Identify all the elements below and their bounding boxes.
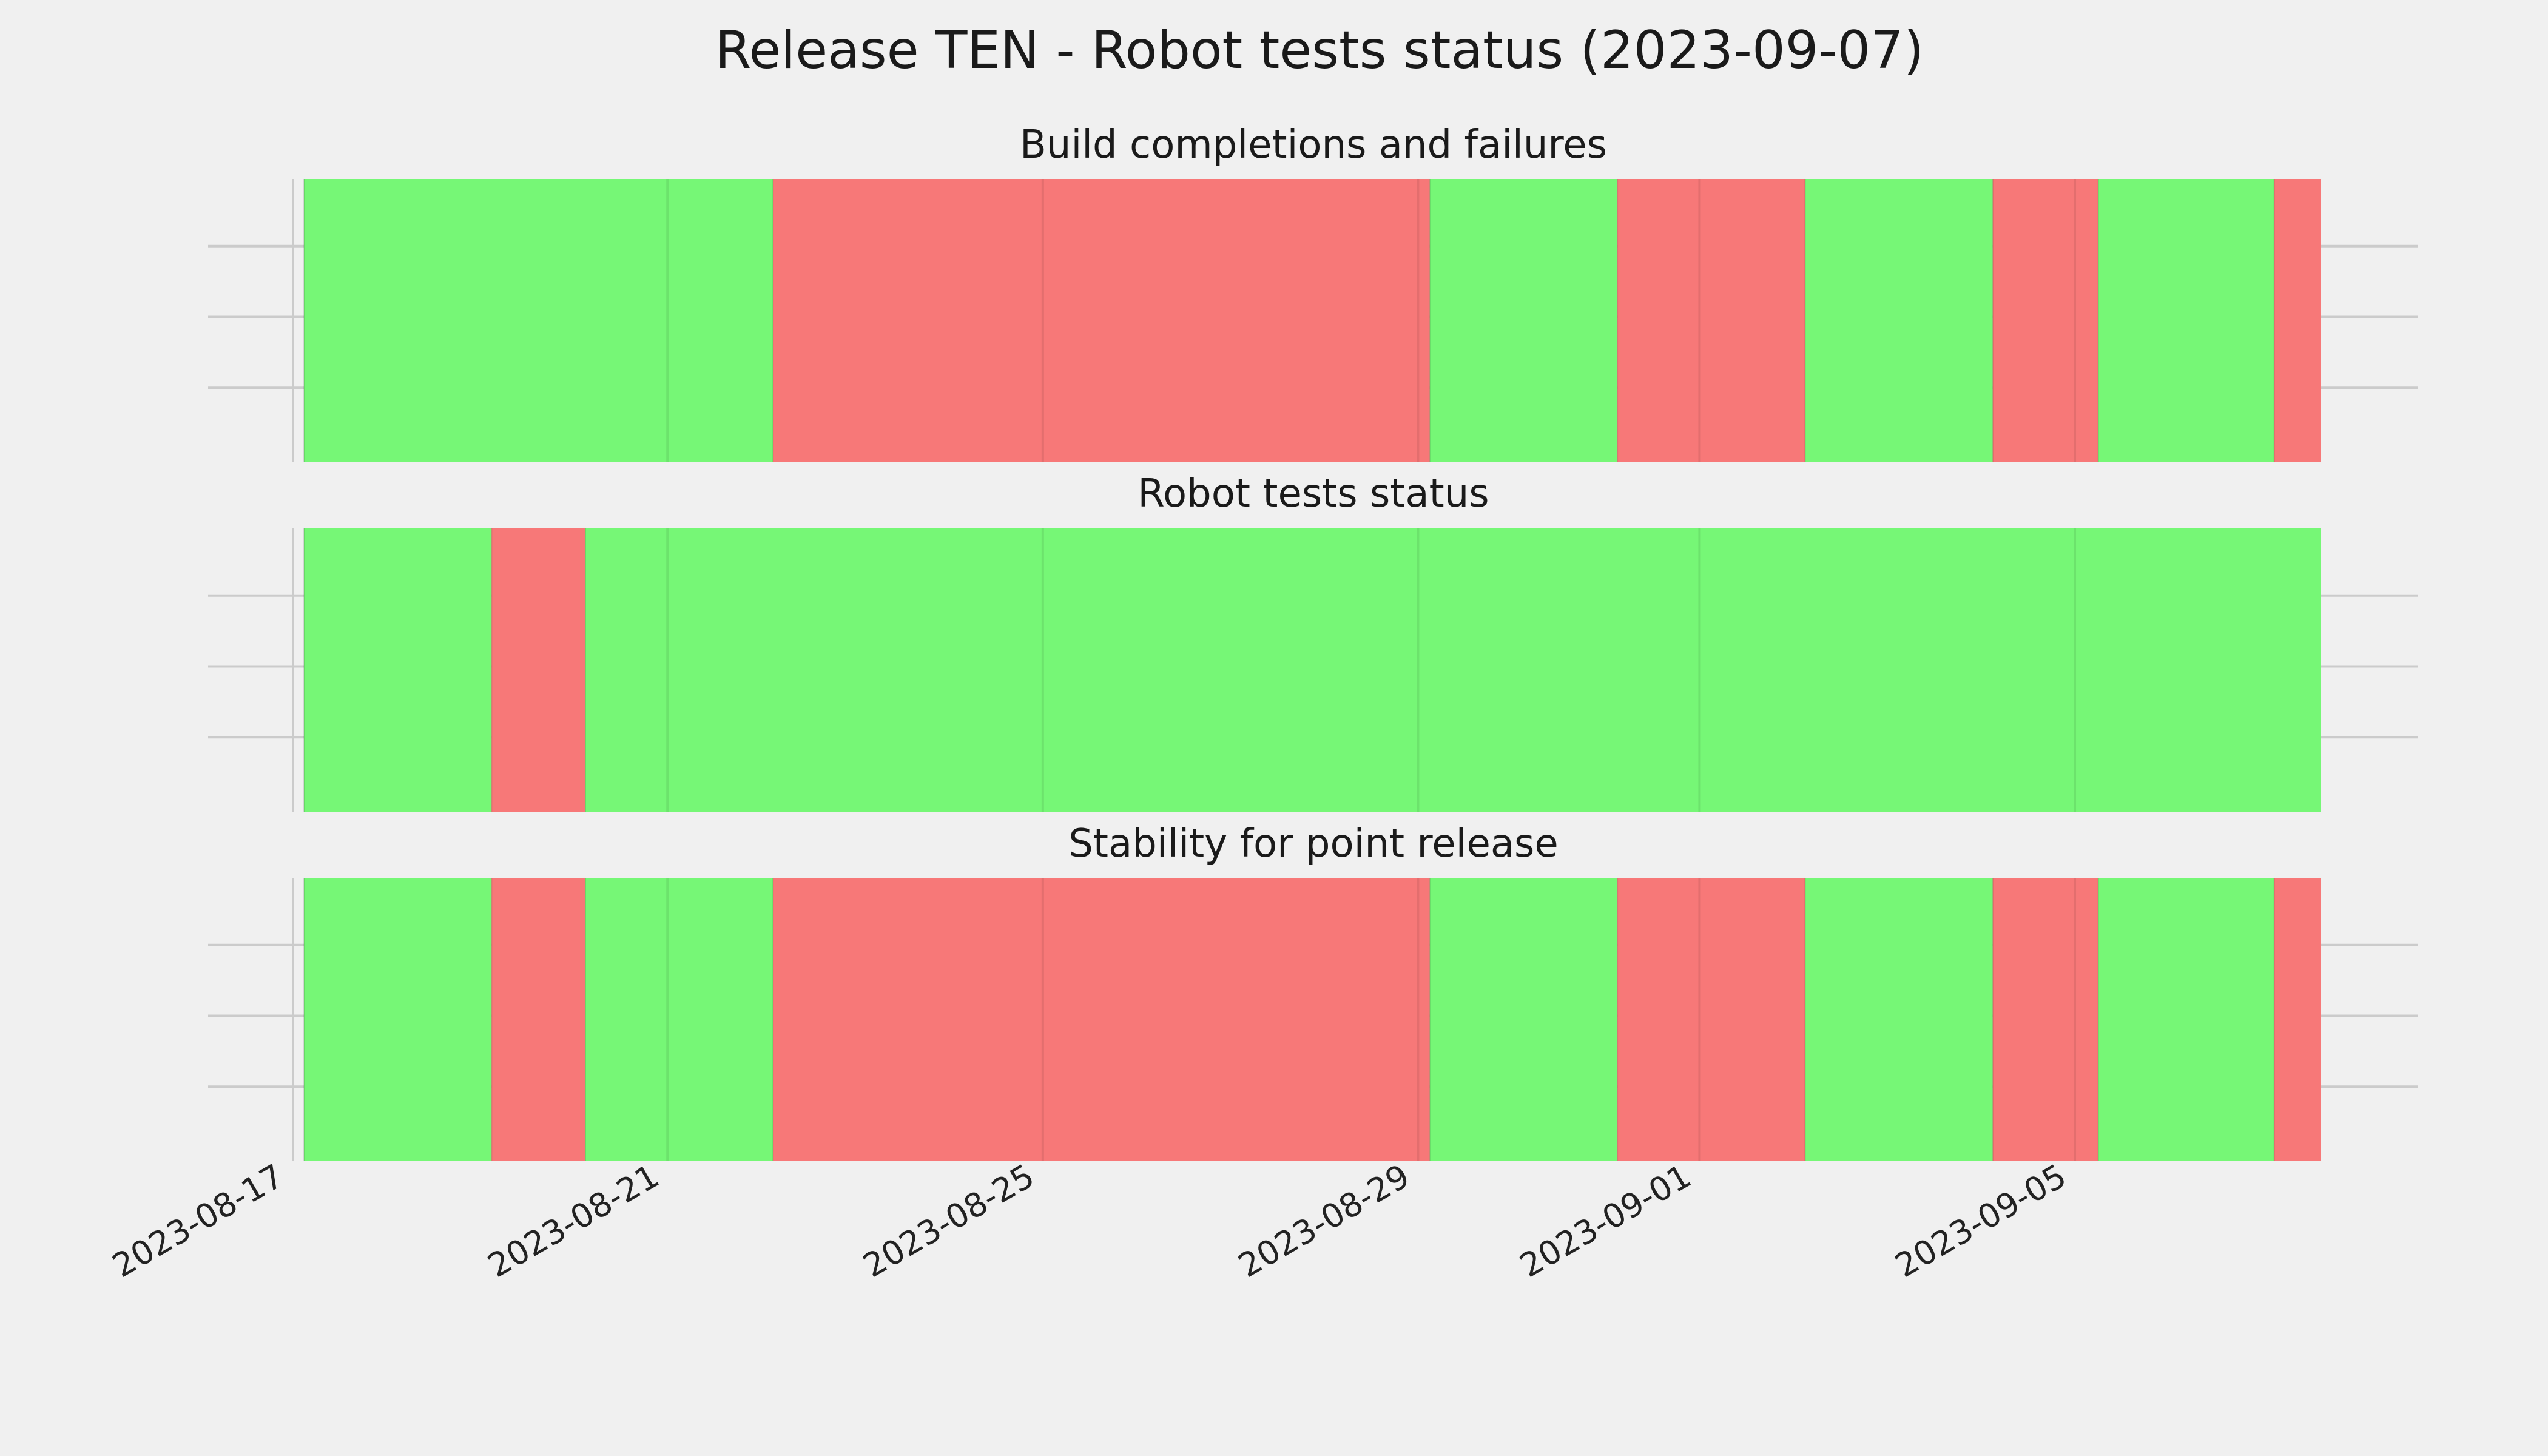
status-segment-pass (1429, 179, 1618, 462)
status-segment-pass (1805, 179, 1993, 462)
panel-segments (303, 878, 2321, 1161)
panel-vertical-grid (666, 179, 2077, 462)
status-segment-pass (1429, 878, 1618, 1161)
status-segment-fail (491, 878, 585, 1161)
panel-stability: Stability for point release (208, 821, 2418, 1161)
status-segment-fail (1617, 878, 1805, 1161)
status-segment-fail (491, 528, 585, 812)
status-segment-fail (1617, 179, 1805, 462)
status-segment-pass (2098, 179, 2274, 462)
panel-title: Build completions and failures (1020, 123, 1607, 167)
status-segment-pass (585, 528, 2321, 812)
status-segment-pass (2098, 878, 2274, 1161)
status-segment-pass (304, 878, 492, 1161)
panel-segments (303, 528, 2321, 812)
status-segment-pass (585, 878, 774, 1161)
status-segment-fail (2274, 878, 2321, 1161)
status-segment-pass (304, 179, 774, 462)
chart-title: Release TEN - Robot tests status (2023-0… (715, 20, 1924, 81)
status-segment-pass (304, 528, 492, 812)
status-segment-fail (1992, 878, 2098, 1161)
panel-build-completions: Build completions and failures (208, 123, 2418, 462)
status-segment-fail (1992, 179, 2098, 462)
panel-vertical-grid (666, 528, 2077, 812)
status-segment-fail (2274, 179, 2321, 462)
panel-vertical-grid (666, 878, 2077, 1161)
status-segment-fail (773, 878, 1430, 1161)
panel-robot-tests: Robot tests status (208, 471, 2418, 812)
status-segment-fail (773, 179, 1430, 462)
panel-title: Stability for point release (1068, 821, 1559, 866)
panel-title: Robot tests status (1138, 471, 1489, 516)
status-segment-pass (1805, 878, 1993, 1161)
panel-segments (303, 179, 2321, 462)
